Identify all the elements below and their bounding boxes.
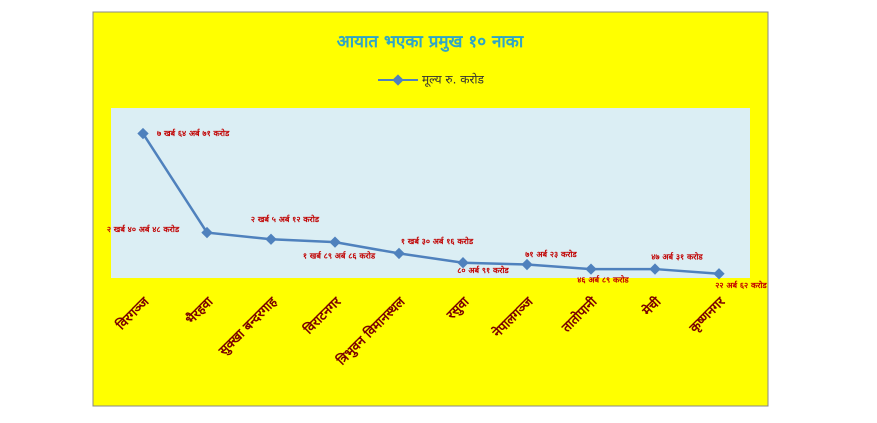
data-label: ४७ अर्ब ३१ करोड (651, 252, 703, 262)
data-point (521, 258, 533, 271)
data-label: २ खर्ब ५ अर्ब १२ करोड (251, 214, 320, 224)
data-point (585, 263, 597, 275)
data-label: २ खर्ब ४० अर्ब ४८ करोड (107, 224, 180, 234)
data-label: ७ खर्ब ६४ अर्ब ७१ करोड (157, 128, 230, 138)
data-label: ८० अर्ब ९१ करोड (457, 265, 509, 275)
data-point (457, 257, 469, 269)
data-point (137, 127, 149, 140)
data-label: ४६ अर्ब ८९ करोड (577, 275, 629, 285)
data-line (141, 132, 720, 275)
data-point (649, 263, 661, 275)
chart-title: आयात भएका प्रमुख १० नाका (337, 32, 524, 52)
data-point (713, 268, 725, 280)
data-label: २२ अर्ब ६२ करोड (715, 280, 767, 290)
data-point (393, 247, 405, 260)
data-point (201, 226, 213, 239)
legend-label: मूल्य रु. करोड (422, 73, 484, 88)
data-label: ७१ अर्ब २३ करोड (525, 249, 577, 259)
data-label: १ खर्ब ३० अर्ब १६ करोड (401, 236, 474, 246)
data-point (265, 233, 277, 245)
data-point (329, 236, 341, 248)
data-label: १ खर्ब ८९ अर्ब ८६ करोड (303, 251, 376, 261)
plot-area (111, 108, 750, 278)
